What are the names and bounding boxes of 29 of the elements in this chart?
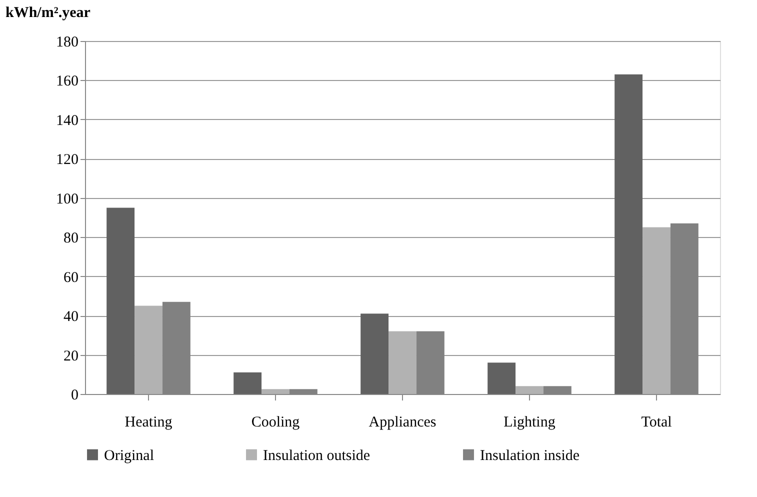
y-tick-label: 0	[71, 388, 78, 404]
y-tick-label: 100	[56, 191, 78, 208]
bar	[360, 314, 389, 394]
x-tick-label: Total	[641, 414, 672, 430]
bar	[134, 306, 162, 394]
x-tick-label: Lighting	[504, 414, 556, 430]
y-tick-label: 160	[56, 74, 78, 90]
legend-label: Original	[104, 448, 154, 464]
y-tick-label: 80	[64, 230, 78, 247]
bar	[106, 208, 135, 394]
y-axis-title: kWh/m².year	[6, 5, 91, 21]
x-tick-label: Appliances	[368, 414, 436, 430]
bar	[388, 331, 416, 394]
y-tick-label: 180	[56, 34, 78, 50]
y-tick-label: 140	[56, 112, 78, 129]
bar	[488, 362, 516, 394]
bar	[642, 227, 670, 394]
legend-label: Insulation outside	[263, 448, 370, 464]
bar	[614, 74, 643, 394]
y-tick-label: 60	[64, 270, 78, 286]
y-tick-label: 120	[56, 152, 78, 168]
y-tick-label: 20	[64, 348, 78, 364]
x-tick-label: Heating	[124, 414, 173, 430]
bar	[262, 389, 290, 394]
bar	[516, 386, 544, 394]
x-tick-label: Cooling	[251, 414, 300, 430]
legend-label: Insulation inside	[480, 448, 580, 464]
y-tick-label: 40	[64, 309, 78, 326]
bar	[234, 372, 262, 394]
